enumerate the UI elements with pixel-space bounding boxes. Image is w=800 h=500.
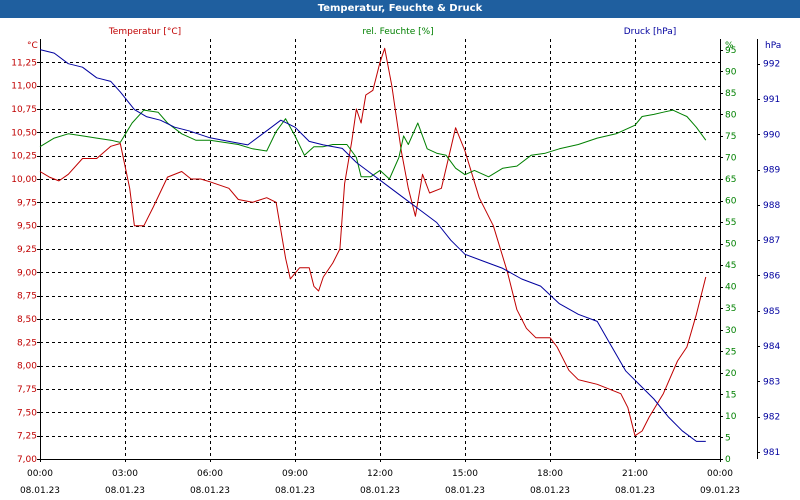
pressure-tick-label: 992 <box>763 60 780 70</box>
temperature-tick-label: 7,25 <box>17 432 37 442</box>
temperature-tick-label: 9,25 <box>17 245 37 255</box>
humidity-tick-label: 80 <box>725 110 737 120</box>
x-tick-date-label: 08.01.23 <box>615 486 655 496</box>
temperature-tick-label: 10,25 <box>11 152 37 162</box>
humidity-tick-label: 20 <box>725 369 737 379</box>
temperature-tick-label: 9,00 <box>17 268 37 278</box>
temperature-tick-label: 7,75 <box>17 385 37 395</box>
pressure-axis-title: Druck [hPa] <box>624 27 677 37</box>
x-tick-time-label: 00:00 <box>707 469 733 479</box>
pressure-tick-label: 983 <box>763 377 780 387</box>
humidity-tick-label: 65 <box>725 175 736 185</box>
x-tick-date-label: 09.01.23 <box>700 486 740 496</box>
humidity-tick-label: 95 <box>725 46 736 56</box>
humidity-tick-label: 85 <box>725 89 736 99</box>
humidity-tick-label: 15 <box>725 390 736 400</box>
temperature-tick-label: 9,50 <box>17 222 37 232</box>
pressure-tick-label: 981 <box>763 448 780 458</box>
humidity-tick-label: 35 <box>725 304 736 314</box>
humidity-tick-label: 50 <box>725 240 737 250</box>
pressure-tick-label: 984 <box>763 342 780 352</box>
pressure-tick-label: 990 <box>763 130 780 140</box>
x-tick-time-label: 09:00 <box>282 469 308 479</box>
humidity-tick-label: 0 <box>725 455 731 465</box>
tick-labels: 7,00 7,25 7,50 7,75 8,00 8,25 8,50 8,75 9,00 9,25… <box>11 46 780 496</box>
temperature-series-line <box>39 47 707 437</box>
humidity-tick-label: 10 <box>725 412 737 422</box>
pressure-tick-label: 989 <box>763 166 780 176</box>
combined-line-chart: 7,00 7,25 7,50 7,75 8,00 8,25 8,50 8,75 9,00 9,25… <box>11 27 781 496</box>
pressure-tick-label: 982 <box>763 413 780 423</box>
grid-lines <box>40 39 721 460</box>
x-tick-date-label: 08.01.23 <box>445 486 485 496</box>
pressure-tick-label: 985 <box>763 307 780 317</box>
x-tick-time-label: 00:00 <box>27 469 53 479</box>
x-tick-time-label: 12:00 <box>367 469 393 479</box>
x-tick-time-label: 15:00 <box>452 469 478 479</box>
chart-title: Temperatur, Feuchte & Druck <box>0 0 800 18</box>
temperature-tick-label: 8,25 <box>17 338 37 348</box>
x-tick-date-label: 08.01.23 <box>190 486 230 496</box>
pressure-tick-label: 988 <box>763 201 780 211</box>
humidity-tick-label: 30 <box>725 326 737 336</box>
temperature-tick-label: 8,75 <box>17 292 37 302</box>
temperature-tick-label: 9,75 <box>17 198 37 208</box>
humidity-axis-title: rel. Feuchte [%] <box>362 27 433 37</box>
humidity-tick-label: 75 <box>725 132 736 142</box>
x-tick-date-label: 08.01.23 <box>360 486 400 496</box>
humidity-tick-label: 5 <box>725 433 731 443</box>
x-tick-date-label: 08.01.23 <box>275 486 315 496</box>
temperature-tick-label: 8,50 <box>17 315 37 325</box>
temperature-unit-label: °C <box>27 41 38 51</box>
x-tick-time-label: 21:00 <box>622 469 648 479</box>
pressure-tick-label: 991 <box>763 95 780 105</box>
pressure-tick-label: 987 <box>763 236 780 246</box>
series-lines <box>39 47 707 442</box>
temperature-tick-label: 7,50 <box>17 408 37 418</box>
humidity-tick-label: 55 <box>725 218 736 228</box>
x-tick-date-label: 08.01.23 <box>530 486 570 496</box>
humidity-unit-label: % <box>725 41 734 51</box>
axis-titles: °C% hPa Temperatur [°C] rel. Feuchte [%] Dru… <box>27 27 781 51</box>
humidity-tick-label: 70 <box>725 153 737 163</box>
temperature-tick-label: 10,50 <box>11 128 37 138</box>
humidity-series-line <box>39 109 707 180</box>
x-tick-time-label: 03:00 <box>112 469 138 479</box>
x-tick-time-label: 06:00 <box>197 469 223 479</box>
x-tick-date-label: 08.01.23 <box>20 486 60 496</box>
humidity-tick-label: 40 <box>725 283 737 293</box>
humidity-tick-label: 45 <box>725 261 736 271</box>
humidity-tick-label: 90 <box>725 67 737 77</box>
humidity-tick-label: 25 <box>725 347 736 357</box>
temperature-tick-label: 8,00 <box>17 362 37 372</box>
x-tick-date-label: 08.01.23 <box>105 486 145 496</box>
temperature-tick-label: 7,00 <box>17 455 37 465</box>
axes <box>40 39 758 460</box>
x-tick-time-label: 18:00 <box>537 469 563 479</box>
temperature-tick-label: 10,75 <box>11 105 37 115</box>
humidity-tick-label: 60 <box>725 197 737 207</box>
temperature-tick-label: 10,00 <box>11 175 37 185</box>
temperature-tick-label: 11,00 <box>11 82 37 92</box>
temperature-axis-title: Temperatur [°C] <box>108 27 181 37</box>
pressure-series-line <box>39 49 706 442</box>
temperature-tick-label: 11,25 <box>11 58 37 68</box>
pressure-unit-label: hPa <box>765 41 781 51</box>
pressure-tick-label: 986 <box>763 271 780 281</box>
